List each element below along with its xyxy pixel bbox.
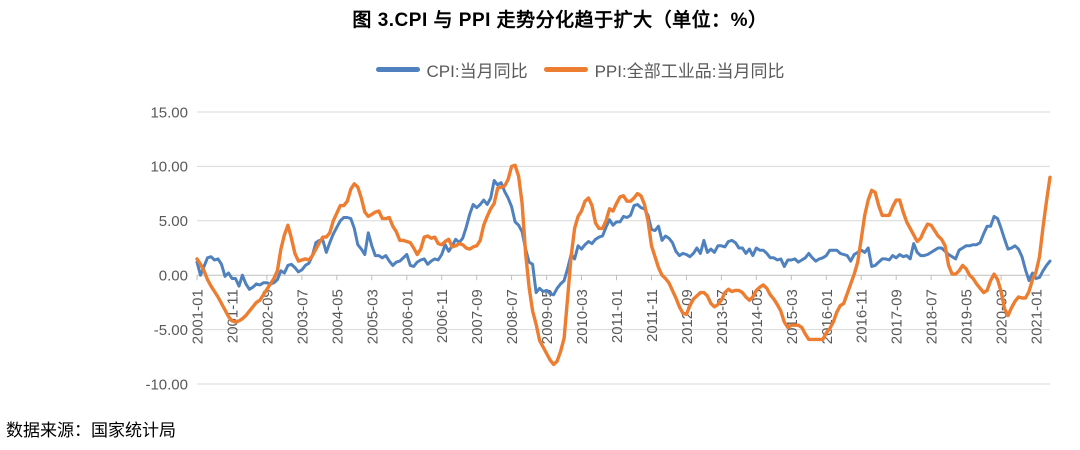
x-tick-label: 2015-03 [784, 289, 801, 344]
x-tick-label: 2009-05 [539, 289, 556, 344]
x-tick-label: 2018-07 [924, 289, 941, 344]
chart-legend: CPI:当月同比 PPI:全部工业品:当月同比 [80, 57, 1080, 82]
y-tick-label: 5.00 [159, 213, 188, 230]
ppi-line [195, 163, 1052, 367]
cpi-line [195, 179, 1052, 297]
x-tick-label: 2011-11 [644, 289, 661, 342]
cpi-line-swatch-icon [375, 67, 420, 72]
y-tick-label: -5.00 [154, 322, 188, 339]
x-tick-label: 2005-03 [364, 289, 381, 344]
x-tick-label: 2008-07 [504, 289, 521, 344]
source-note: 数据来源：国家统计局 [6, 421, 176, 440]
x-tick-label: 2014-05 [749, 289, 766, 344]
x-tick-label: 2006-11 [434, 289, 451, 343]
y-tick-label: 10.00 [150, 159, 188, 176]
x-tick-label: 2020-03 [994, 289, 1011, 344]
x-tick-label: 2010-03 [574, 289, 591, 344]
x-tick-label: 2016-11 [854, 289, 871, 343]
x-tick-label: 2021-01 [1029, 289, 1046, 344]
x-tick-label: 2017-09 [889, 289, 906, 344]
x-tick-label: 2001-11 [225, 289, 242, 343]
y-tick-label: 15.00 [150, 104, 188, 121]
legend-item-ppi: PPI:全部工业品:当月同比 [543, 57, 785, 82]
x-tick-label: 2016-01 [819, 289, 836, 344]
x-tick-label: 2007-09 [469, 289, 486, 344]
legend-label-cpi: CPI:当月同比 [426, 62, 528, 81]
legend-item-cpi: CPI:当月同比 [375, 57, 528, 82]
x-tick-label: 2003-07 [294, 289, 311, 344]
x-tick-label: 2011-01 [609, 289, 626, 343]
x-tick-label: 2019-05 [959, 289, 976, 344]
legend-label-ppi: PPI:全部工业品:当月同比 [594, 62, 785, 81]
x-tick-label: 2001-01 [190, 289, 207, 344]
ppi-line-swatch-icon [543, 67, 588, 72]
x-tick-label: 2002-09 [259, 289, 276, 344]
x-tick-label: 2004-05 [329, 289, 346, 344]
chart-title: 图 3.CPI 与 PPI 走势分化趋于扩大（单位：%） [352, 10, 768, 31]
y-tick-label: 0.00 [159, 267, 188, 284]
x-tick-label: 2006-01 [399, 289, 416, 344]
y-tick-label: -10.00 [145, 376, 188, 393]
